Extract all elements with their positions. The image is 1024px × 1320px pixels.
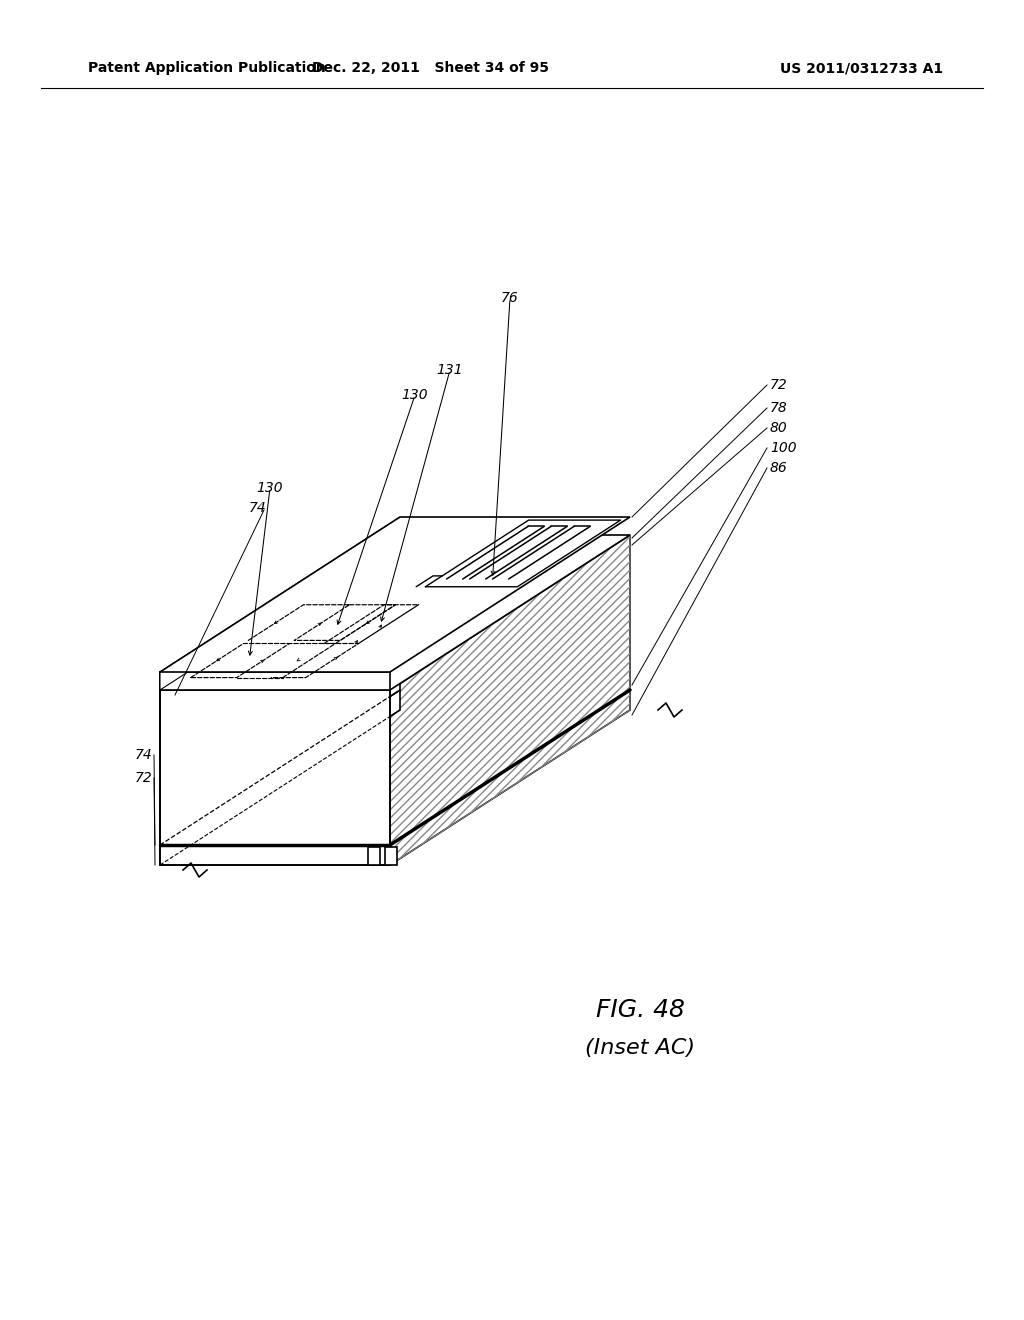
Text: 72: 72 (134, 771, 152, 785)
Text: 130: 130 (401, 388, 428, 403)
Text: 76: 76 (501, 290, 519, 305)
Text: Dec. 22, 2011   Sheet 34 of 95: Dec. 22, 2011 Sheet 34 of 95 (311, 61, 549, 75)
Bar (385, 847, 397, 865)
Text: 78: 78 (770, 401, 787, 414)
Polygon shape (160, 690, 400, 865)
Text: 80: 80 (770, 421, 787, 436)
Polygon shape (160, 845, 390, 865)
Polygon shape (160, 535, 630, 690)
Polygon shape (390, 535, 630, 865)
Text: 74: 74 (134, 748, 152, 762)
Text: 130: 130 (257, 480, 284, 495)
Text: Patent Application Publication: Patent Application Publication (88, 61, 326, 75)
Polygon shape (160, 690, 390, 845)
Polygon shape (160, 672, 390, 690)
Polygon shape (160, 672, 390, 690)
Text: FIG. 48: FIG. 48 (596, 998, 684, 1022)
Text: 100: 100 (770, 441, 797, 455)
Polygon shape (160, 517, 630, 672)
Bar (368, 847, 380, 865)
Text: 86: 86 (770, 461, 787, 475)
Text: 131: 131 (436, 363, 463, 378)
Polygon shape (160, 535, 400, 845)
Text: (Inset AC): (Inset AC) (585, 1038, 695, 1059)
Polygon shape (160, 517, 400, 690)
Text: 72: 72 (770, 378, 787, 392)
Text: 74: 74 (249, 502, 267, 515)
Text: US 2011/0312733 A1: US 2011/0312733 A1 (780, 61, 943, 75)
